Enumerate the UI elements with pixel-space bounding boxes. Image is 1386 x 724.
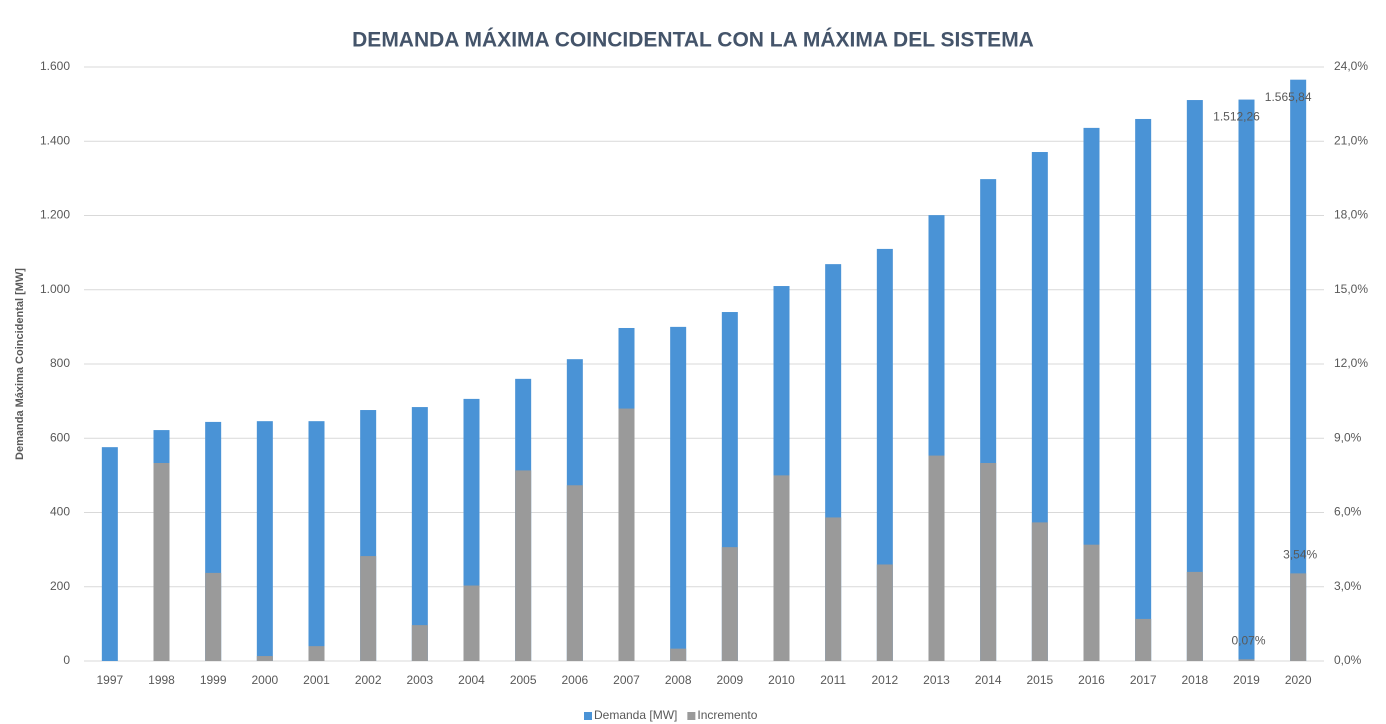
bar — [618, 408, 635, 661]
bar — [256, 421, 273, 661]
bar — [876, 564, 893, 661]
x-tick-label: 2013 — [923, 673, 950, 687]
bar — [256, 656, 273, 661]
y-tick-label: 1.600 — [40, 59, 70, 73]
data-label: 1.512,26 — [1213, 110, 1260, 124]
y-tick-label: 1.200 — [40, 208, 70, 222]
x-tick-label: 2002 — [355, 673, 382, 687]
bar — [101, 447, 118, 661]
x-tick-label: 2015 — [1026, 673, 1053, 687]
chart-title: DEMANDA MÁXIMA COINCIDENTAL CON LA MÁXIM… — [352, 29, 1034, 52]
bar — [1083, 127, 1100, 661]
y-tick-label: 1.000 — [40, 282, 70, 296]
bar — [670, 326, 687, 661]
y-tick-label: 800 — [50, 356, 70, 370]
y2-tick-label: 12,0% — [1334, 356, 1368, 370]
y2-tick-label: 6,0% — [1334, 505, 1362, 519]
bar — [463, 585, 480, 661]
bar — [1186, 100, 1203, 661]
x-tick-label: 2006 — [561, 673, 588, 687]
bar — [876, 248, 893, 661]
bar — [308, 646, 325, 661]
y-axis-label: Demanda Máxima Coincidental [MW] — [14, 268, 26, 460]
legend-label: Incremento — [697, 708, 757, 722]
x-tick-label: 1999 — [200, 673, 227, 687]
data-label: 1.565,84 — [1265, 90, 1312, 104]
bar — [153, 463, 170, 661]
bar — [670, 648, 687, 661]
y2-tick-label: 15,0% — [1334, 282, 1368, 296]
y-tick-label: 400 — [50, 505, 70, 519]
x-tick-label: 1998 — [148, 673, 175, 687]
y2-tick-label: 24,0% — [1334, 59, 1368, 73]
bar — [1031, 522, 1048, 661]
x-tick-label: 2004 — [458, 673, 485, 687]
y-tick-label: 1.400 — [40, 133, 70, 147]
x-tick-label: 2018 — [1181, 673, 1208, 687]
x-tick-label: 2001 — [303, 673, 330, 687]
x-tick-label: 2012 — [871, 673, 898, 687]
x-tick-label: 2011 — [820, 673, 846, 687]
y-tick-label: 200 — [50, 579, 70, 593]
bar — [566, 485, 583, 661]
bar — [980, 463, 997, 661]
bar — [1135, 118, 1152, 662]
data-label: 3,54% — [1283, 548, 1317, 562]
x-tick-label: 2005 — [510, 673, 537, 687]
legend-label: Demanda [MW] — [594, 708, 677, 722]
y2-tick-label: 9,0% — [1334, 430, 1362, 444]
y2-tick-label: 3,0% — [1334, 579, 1362, 593]
x-tick-label: 2003 — [406, 673, 433, 687]
bar — [308, 421, 325, 661]
x-tick-label: 2009 — [716, 673, 743, 687]
y2-tick-label: 18,0% — [1334, 208, 1368, 222]
y2-tick-label: 21,0% — [1334, 133, 1368, 147]
x-tick-label: 2014 — [975, 673, 1002, 687]
bar — [360, 556, 377, 661]
x-tick-label: 2017 — [1130, 673, 1157, 687]
bar — [515, 470, 532, 661]
x-tick-label: 2008 — [665, 673, 692, 687]
bar — [1083, 544, 1100, 661]
y-tick-label: 600 — [50, 430, 70, 444]
x-tick-label: 2010 — [768, 673, 795, 687]
bar — [825, 517, 842, 661]
data-label: 0,07% — [1231, 633, 1265, 647]
x-tick-label: 2020 — [1285, 673, 1312, 687]
bar — [1238, 659, 1255, 661]
bar — [1290, 79, 1307, 662]
x-tick-label: 1997 — [96, 673, 123, 687]
bar — [1186, 571, 1203, 661]
bar — [1290, 573, 1307, 661]
bar — [411, 407, 428, 661]
bar — [1135, 618, 1152, 661]
y-tick-label: 0 — [63, 653, 70, 667]
y2-tick-label: 0,0% — [1334, 653, 1362, 667]
bar — [1238, 99, 1255, 661]
x-tick-label: 2000 — [251, 673, 278, 687]
x-tick-label: 2007 — [613, 673, 640, 687]
bar — [205, 572, 222, 661]
legend-swatch — [584, 712, 592, 720]
legend-swatch — [687, 712, 696, 720]
bar — [411, 625, 428, 661]
x-tick-label: 2019 — [1233, 673, 1260, 687]
x-tick-label: 2016 — [1078, 673, 1105, 687]
bar — [773, 475, 790, 661]
bar — [721, 547, 738, 661]
bar — [928, 455, 945, 661]
